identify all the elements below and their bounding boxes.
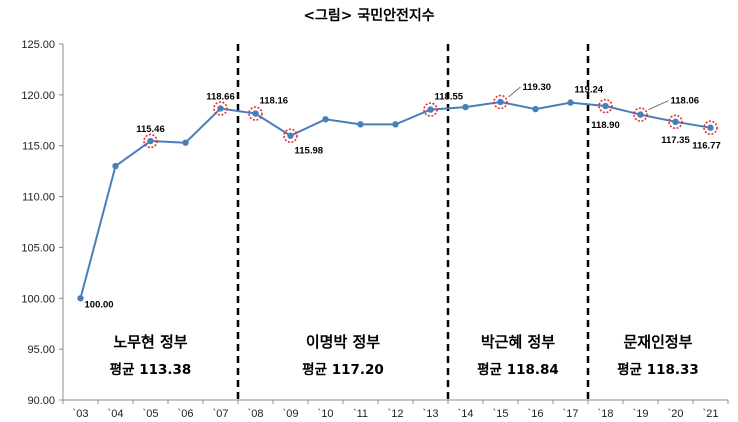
x-tick-label: `07 [213, 408, 229, 420]
x-tick-label: `12 [388, 408, 404, 420]
data-point [217, 105, 224, 112]
data-point [672, 118, 679, 126]
x-tick-label: `15 [493, 408, 509, 420]
axes: 90.00 95.00 100.00 105.00 110.00 115.00 120.00… [21, 39, 729, 420]
x-tick-label: `14 [458, 408, 474, 420]
x-tick-label: `17 [563, 408, 579, 420]
y-tick-label: 125.00 [21, 39, 55, 51]
data-label: 119.30 [523, 82, 552, 93]
data-point [497, 98, 504, 106]
data-label: 119.24 [575, 85, 604, 96]
x-tick-label: `11 [353, 408, 368, 420]
period-average: 평균 113.38 [110, 361, 192, 378]
period-average: 평균 118.33 [617, 361, 699, 378]
x-tick-label: `08 [248, 408, 264, 420]
highlight-ring [493, 94, 508, 110]
data-point [392, 121, 399, 128]
y-tick-label: 95.00 [27, 344, 55, 356]
data-label: 100.00 [85, 299, 114, 310]
x-tick-label: `06 [178, 408, 194, 420]
data-label: 118.06 [671, 96, 700, 107]
y-tick-label: 90.00 [27, 395, 55, 407]
x-tick-label: `20 [668, 408, 684, 420]
data-point [462, 103, 469, 111]
x-tick-label: `21 [703, 408, 719, 420]
x-tick-label: `13 [423, 408, 439, 420]
data-label: 118.16 [260, 96, 289, 107]
highlight-ring [668, 114, 683, 130]
data-point [182, 139, 189, 146]
data-labels: 100.00 115.46 118.66 118.16 115.98 118.55 119.… [85, 82, 721, 310]
data-point [287, 132, 294, 139]
x-tick-label: `03 [73, 408, 89, 420]
highlight-ring [598, 98, 613, 114]
series-polyline [79, 100, 711, 299]
chart-title: <그림> 국민안전지수 [303, 7, 434, 24]
data-point [707, 124, 714, 131]
highlight-ring [143, 133, 158, 149]
leader-line [508, 86, 521, 98]
highlight-ring [633, 107, 648, 122]
leader-line [648, 100, 669, 110]
highlight-ring [248, 106, 263, 121]
highlight-ring [283, 128, 298, 144]
data-point [147, 137, 154, 145]
period-name: 이명박 정부 [306, 333, 380, 351]
data-point [567, 99, 574, 106]
data-label: 115.98 [295, 146, 324, 157]
data-label: 115.46 [136, 124, 165, 135]
data-point [427, 106, 434, 113]
data-point [77, 295, 84, 302]
highlight-ring [423, 102, 438, 117]
period-average: 평균 118.84 [477, 361, 559, 378]
data-label: 117.35 [661, 135, 690, 146]
x-tick-label: `16 [528, 408, 544, 420]
x-tick-label: `10 [318, 408, 334, 420]
x-tick-label: `09 [283, 408, 299, 420]
data-label: 118.55 [435, 92, 464, 103]
period-name: 박근혜 정부 [481, 333, 555, 351]
series-line [77, 94, 718, 302]
data-point [112, 162, 119, 170]
period-average: 평균 117.20 [302, 361, 384, 378]
data-point [252, 110, 259, 117]
x-tick-label: `19 [633, 408, 649, 420]
data-point [357, 121, 364, 128]
highlight-ring [703, 120, 718, 136]
y-tick-label: 110.00 [22, 192, 55, 204]
data-label: 116.77 [692, 141, 721, 152]
period-name: 노무현 정부 [113, 333, 187, 351]
data-point [532, 105, 539, 113]
data-point [322, 116, 329, 123]
y-tick-label: 100.00 [21, 293, 55, 305]
y-tick-label: 105.00 [21, 242, 55, 254]
data-point [602, 102, 609, 110]
x-tick-label: `18 [598, 408, 614, 420]
y-tick-label: 115.00 [22, 141, 55, 153]
x-tick-label: `05 [143, 408, 159, 420]
period-name: 문재인정부 [623, 333, 692, 351]
x-tick-label: `04 [108, 408, 124, 420]
y-tick-label: 120.00 [21, 90, 55, 102]
data-point [637, 111, 644, 118]
highlight-ring [213, 101, 228, 116]
data-label: 118.90 [591, 120, 620, 131]
data-label: 118.66 [206, 91, 235, 102]
